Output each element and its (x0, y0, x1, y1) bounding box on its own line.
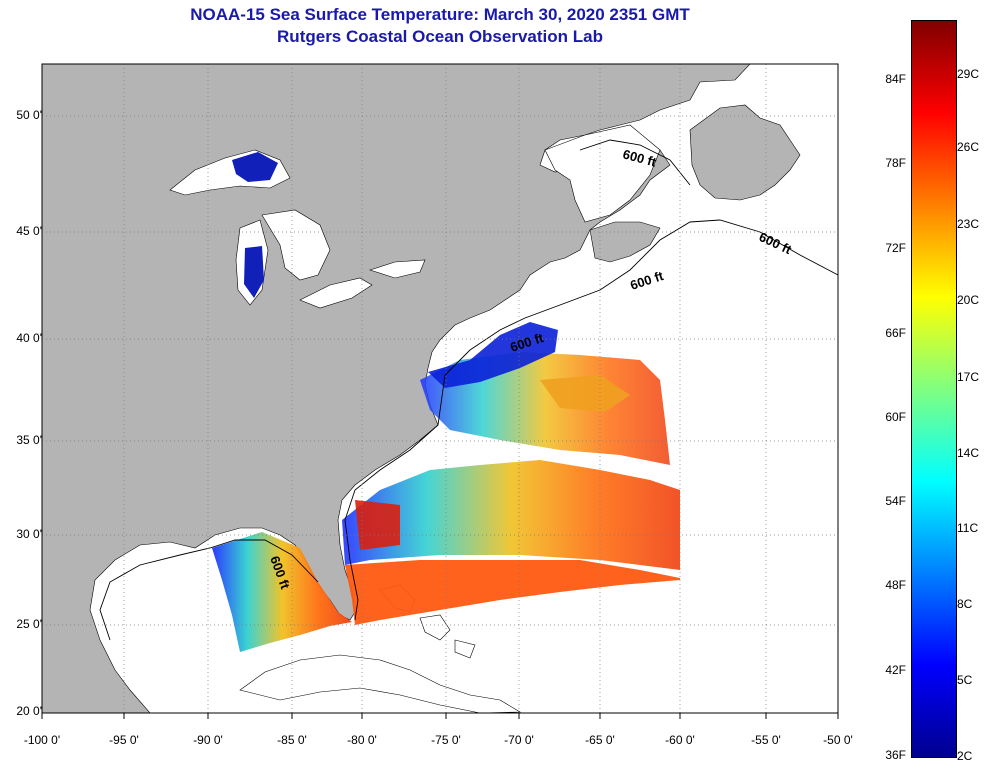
colorbar-celsius-label: 20C (957, 293, 980, 307)
lat-label: 50 0' (16, 108, 42, 122)
map-frame (41, 63, 839, 714)
colorbar-fahrenheit-label: 36F (885, 748, 906, 762)
sst-warm-eddy (540, 375, 630, 412)
colorbar-celsius-label: 2C (957, 749, 973, 763)
map-title: NOAA-15 Sea Surface Temperature: March 3… (0, 4, 880, 48)
colorbar-celsius-label: 17C (957, 370, 980, 384)
lon-label: -60 0' (665, 733, 695, 747)
colorbar-celsius-label: 26C (957, 140, 980, 154)
lon-label: -80 0' (347, 733, 377, 747)
isobath-600ft-gulf (99, 539, 319, 641)
lat-label: 40 0' (16, 331, 42, 345)
graticule (42, 64, 838, 713)
colorbar-celsius-label: 14C (957, 446, 980, 460)
land-north-america (42, 64, 751, 713)
lon-label: -50 0' (823, 733, 853, 747)
colorbar-fahrenheit-label: 72F (885, 241, 906, 255)
lake-erie (299, 277, 373, 309)
gulf-st-lawrence (544, 124, 661, 223)
lat-label: 35 0' (16, 433, 42, 447)
lon-label: -100 0' (23, 733, 61, 747)
colorbar-fahrenheit-label: 60F (885, 410, 906, 424)
isobath-600ft-stlawrence (579, 139, 691, 186)
lake-huron (261, 209, 331, 281)
lat-label: 45 0' (16, 224, 42, 238)
title-line-2: Rutgers Coastal Ocean Observation Lab (277, 27, 603, 46)
lon-label: -85 0' (277, 733, 307, 747)
lon-label: -90 0' (193, 733, 223, 747)
lake-superior-cold (232, 152, 278, 182)
colorbar-fahrenheit-label: 78F (885, 156, 906, 170)
sst-swath-atlantic-mid (342, 460, 680, 570)
lake-ontario (369, 259, 426, 279)
sst-shelf-cold (428, 322, 558, 388)
colorbar-fahrenheit-label: 54F (885, 494, 906, 508)
temperature-colorbar (911, 20, 957, 758)
colorbar-celsius-label: 5C (957, 673, 973, 687)
lon-label: -55 0' (751, 733, 781, 747)
sst-swath-atlantic-south (345, 560, 680, 625)
colorbar-fahrenheit-label: 48F (885, 578, 906, 592)
lon-label: -95 0' (109, 733, 139, 747)
isobath-600ft (344, 219, 838, 621)
lon-label: -75 0' (431, 733, 461, 747)
land-cuba (239, 654, 522, 713)
title-line-1: NOAA-15 Sea Surface Temperature: March 3… (190, 5, 690, 24)
lake-michigan-cold (244, 246, 264, 298)
colorbar-fahrenheit-label: 84F (885, 72, 906, 86)
lat-label: 30 0' (16, 527, 42, 541)
axis-ticks (41, 713, 839, 719)
colorbar-fahrenheit-label: 42F (885, 663, 906, 677)
land-newfoundland (689, 104, 801, 201)
colorbar-celsius-label: 11C (957, 521, 979, 535)
colorbar-celsius-label: 8C (957, 597, 973, 611)
colorbar-fahrenheit-label: 66F (885, 326, 906, 340)
lon-label: -70 0' (504, 733, 534, 747)
lat-label: 20 0' (16, 704, 42, 718)
lat-label: 25 0' (16, 617, 42, 631)
colorbar-celsius-label: 29C (957, 67, 980, 81)
sst-gulf-stream-hot (355, 500, 400, 550)
sst-swath-gulf (212, 532, 352, 652)
colorbar-celsius-label: 23C (957, 217, 980, 231)
lon-label: -65 0' (585, 733, 615, 747)
